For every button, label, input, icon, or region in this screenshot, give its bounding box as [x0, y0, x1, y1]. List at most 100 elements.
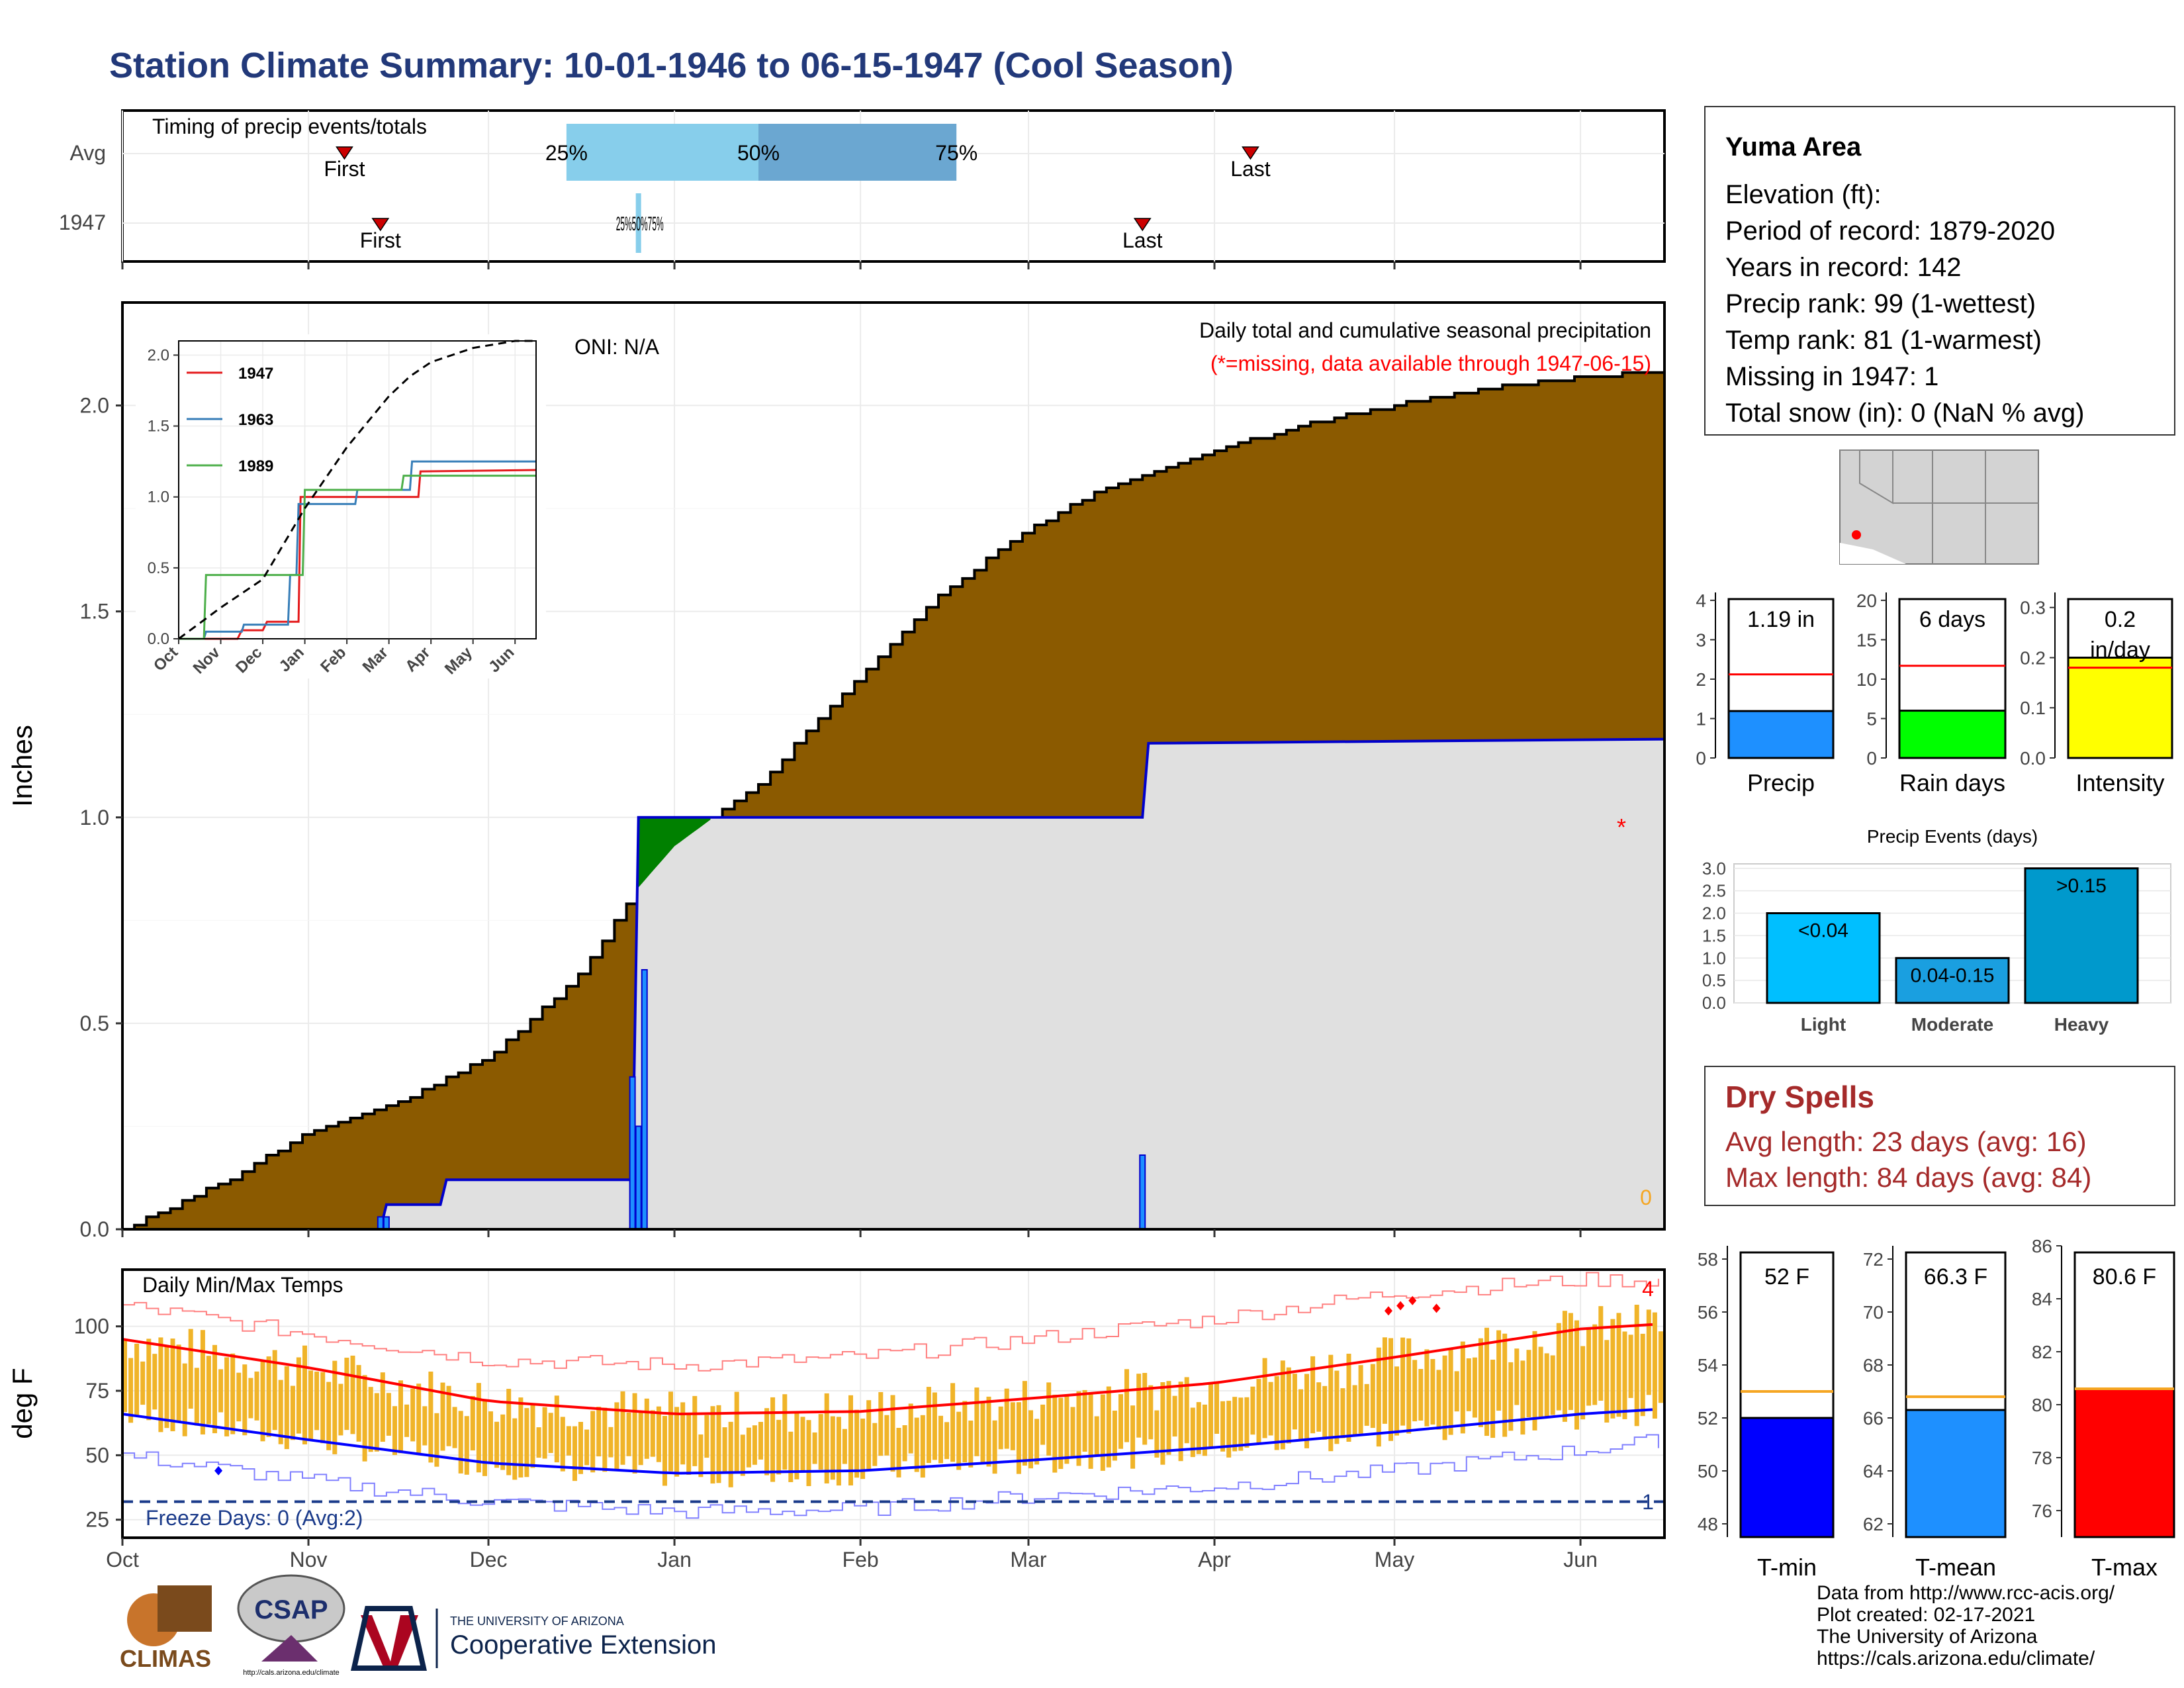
daily-temp-bar [350, 1355, 355, 1434]
daily-temp-bar [614, 1402, 619, 1470]
daily-temp-bar [740, 1434, 745, 1476]
daily-temp-bar [326, 1382, 332, 1450]
daily-temp-bar [302, 1345, 307, 1444]
source-line-data: Data from http://www.rcc-acis.org/ [1817, 1582, 2115, 1604]
daily-temp-bar [236, 1372, 242, 1422]
daily-temp-bar [200, 1330, 205, 1434]
month-label: Jan [657, 1548, 692, 1571]
daily-temp-bar [308, 1370, 314, 1440]
daily-temp-bar [392, 1406, 397, 1455]
daily-temp-bar [1400, 1337, 1406, 1426]
timing-row-avg: Avg [69, 141, 106, 165]
daily-precip-bar [377, 1216, 384, 1231]
daily-temp-bar [1016, 1402, 1021, 1474]
mini-ytick-label: 0.2 [2020, 647, 2046, 668]
daily-temp-bar [950, 1383, 956, 1462]
daily-temp-bar [824, 1393, 829, 1483]
daily-temp-bar [452, 1407, 457, 1448]
csap-logo: CSAP http://cals.arizona.edu/climate [237, 1574, 345, 1677]
temp-ytick-label: 25 [85, 1508, 109, 1532]
events-bars: 0.0 0.51.0 1.5 2.0 2.5 3.0 <0.04 Light 0.04-0.15… [1702, 859, 2171, 1035]
daily-temp-bar [884, 1415, 889, 1456]
daily-temp-bar [1412, 1360, 1418, 1422]
daily-temp-bar [1070, 1407, 1075, 1457]
1947-first-marker [371, 218, 390, 232]
mini-value-label: 0.2 [2105, 607, 2136, 632]
daily-temp-bar [518, 1397, 523, 1477]
mini-ytick-label: 2 [1696, 669, 1706, 690]
oni-label: ONI: N/A [574, 335, 660, 359]
daily-precip-bar [635, 1125, 642, 1231]
tbar-ytick-label: 62 [1863, 1514, 1884, 1534]
tbar-ytick-label: 50 [1698, 1461, 1718, 1481]
daily-temp-bar [506, 1389, 512, 1476]
avg-iqr-low-bar [566, 124, 759, 181]
events-bar-label: <0.04 [1798, 920, 1848, 942]
daily-temp-bar [428, 1372, 433, 1463]
missing-note: (*=missing, data available through 1947-… [1210, 352, 1651, 375]
daily-temp-bar [1190, 1407, 1195, 1458]
daily-temp-bar [632, 1393, 637, 1474]
daily-temp-bar [404, 1404, 410, 1437]
daily-temp-bar [650, 1410, 655, 1457]
daily-temp-bar [932, 1392, 937, 1460]
daily-temp-bar [1376, 1347, 1381, 1447]
daily-temp-bar [1622, 1331, 1627, 1419]
daily-temp-bar [1478, 1338, 1483, 1427]
month-label: Apr [1198, 1548, 1231, 1571]
daily-temp-bar [674, 1407, 680, 1477]
daily-temp-bar [716, 1405, 721, 1483]
daily-temp-bar [242, 1364, 248, 1436]
month-label: Nov [290, 1548, 328, 1571]
daily-temp-bar [548, 1413, 553, 1453]
inset-legend-label: 1947 [238, 365, 273, 383]
tbar-ytick-label: 68 [1863, 1355, 1884, 1376]
daily-temp-bar [968, 1421, 974, 1468]
daily-temp-bar [1328, 1354, 1334, 1452]
1947-last-label: Last [1122, 228, 1163, 252]
southwest-map [1839, 449, 2039, 565]
1947-pct-labels: 25%50%75% [616, 213, 664, 235]
daily-temp-bar [1574, 1320, 1579, 1430]
tbar-ytick-label: 70 [1863, 1302, 1884, 1323]
daily-temp-bar [1586, 1328, 1592, 1406]
daily-temp-bar [1268, 1382, 1273, 1436]
daily-temp-bar [446, 1385, 451, 1446]
daily-temp-bar [1118, 1394, 1123, 1449]
inset-legend-label: 1963 [238, 411, 273, 429]
daily-temp-bar [1310, 1356, 1316, 1434]
daily-temp-bar [794, 1413, 799, 1479]
tbar-category-label: T-min [1757, 1554, 1817, 1581]
daily-temp-bar [944, 1422, 950, 1460]
daily-temp-bar [122, 1339, 127, 1413]
daily-temp-bar [1382, 1337, 1387, 1424]
month-label: Mar [1010, 1548, 1046, 1571]
ua-a-outline [351, 1606, 427, 1671]
avg-first-label: First [324, 157, 365, 181]
mini-ytick-label: 0.1 [2020, 698, 2046, 718]
daily-temp-bar [608, 1427, 614, 1458]
daily-temp-bar [992, 1420, 997, 1474]
month-label: May [1375, 1548, 1414, 1571]
mini-ytick-label: 4 [1696, 590, 1706, 611]
daily-temp-bar [1262, 1358, 1267, 1438]
daily-temp-bar [1550, 1355, 1555, 1415]
record-low-point [214, 1466, 223, 1476]
daily-temp-bar [1316, 1382, 1322, 1432]
station-missing: Missing in 1947: 1 [1725, 362, 1939, 391]
daily-temp-bar [230, 1353, 236, 1434]
daily-temp-bar [188, 1329, 193, 1409]
daily-temp-bar [374, 1393, 379, 1452]
tbar-bar [2073, 1387, 2175, 1538]
events-bar-heavy [2024, 867, 2139, 1004]
daily-temp-bar [1202, 1404, 1207, 1456]
map-border-ca [1840, 449, 1893, 504]
daily-temp-bar [140, 1361, 146, 1405]
daily-temp-bar [410, 1388, 416, 1442]
timing-row-1947: 1947 [59, 211, 106, 234]
daily-temp-bar [1064, 1396, 1069, 1464]
daily-temp-bar [1244, 1397, 1250, 1448]
daily-temp-bar [1184, 1377, 1189, 1444]
daily-temp-bar [1592, 1324, 1598, 1405]
